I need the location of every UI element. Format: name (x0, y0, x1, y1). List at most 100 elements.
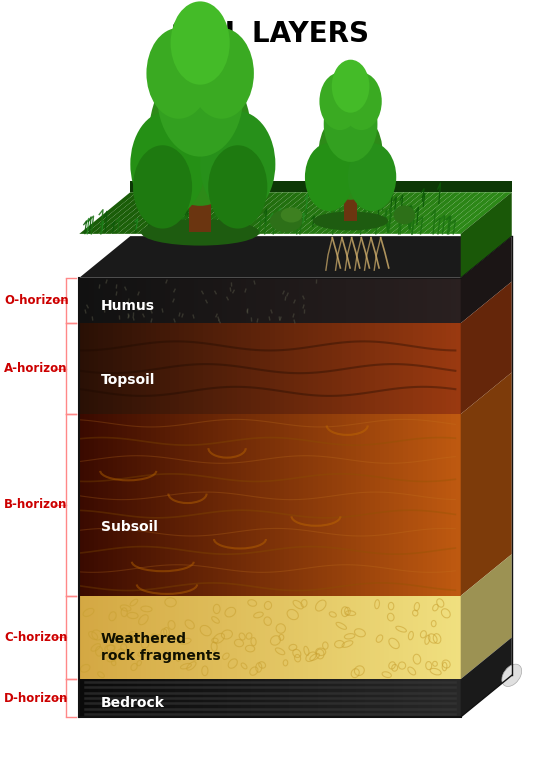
Polygon shape (257, 192, 315, 234)
Polygon shape (442, 192, 499, 234)
Bar (199, 679, 203, 717)
Bar (179, 679, 184, 717)
Polygon shape (194, 192, 251, 234)
Bar (213, 277, 218, 323)
Bar (403, 277, 408, 323)
Bar (103, 277, 108, 323)
Bar (427, 679, 432, 717)
Bar (103, 323, 108, 414)
Bar (299, 414, 303, 596)
Bar (208, 679, 213, 717)
Bar (437, 414, 442, 596)
Bar (423, 414, 427, 596)
Polygon shape (461, 372, 512, 596)
Bar (456, 414, 461, 596)
Bar (246, 277, 251, 323)
Bar (332, 679, 337, 717)
Bar (432, 596, 437, 679)
Ellipse shape (502, 664, 522, 686)
Bar (160, 277, 165, 323)
Bar (151, 414, 156, 596)
Bar (84, 596, 89, 679)
Bar (179, 414, 184, 596)
Bar (456, 323, 461, 414)
Bar (384, 679, 389, 717)
Bar (237, 323, 241, 414)
Bar (170, 596, 174, 679)
Ellipse shape (270, 210, 302, 233)
Circle shape (208, 145, 267, 229)
Bar (222, 679, 227, 717)
Bar (418, 679, 423, 717)
Bar (303, 596, 308, 679)
Bar (299, 323, 303, 414)
Ellipse shape (313, 211, 388, 230)
Polygon shape (79, 192, 137, 234)
Polygon shape (397, 192, 455, 234)
Bar (146, 414, 151, 596)
Polygon shape (366, 192, 423, 234)
Circle shape (341, 72, 382, 130)
Bar (337, 596, 341, 679)
Bar (117, 414, 122, 596)
Bar (370, 679, 375, 717)
Text: B-horizon: B-horizon (4, 499, 68, 511)
Circle shape (130, 111, 206, 217)
Bar (313, 414, 318, 596)
Bar (194, 679, 199, 717)
Text: O-horizon: O-horizon (4, 294, 69, 307)
Bar (413, 277, 418, 323)
Bar (251, 414, 256, 596)
Bar (184, 277, 189, 323)
Bar (113, 596, 117, 679)
Bar (322, 277, 327, 323)
Bar (394, 679, 399, 717)
Bar (394, 414, 399, 596)
Circle shape (332, 60, 369, 112)
Bar (98, 679, 103, 717)
Bar (275, 596, 280, 679)
Bar (403, 596, 408, 679)
Bar (113, 679, 117, 717)
Bar (141, 596, 146, 679)
Bar (170, 414, 174, 596)
Bar (127, 323, 132, 414)
Bar (408, 414, 413, 596)
Bar (280, 679, 284, 717)
Bar (98, 323, 103, 414)
Bar (399, 679, 403, 717)
Bar (275, 277, 280, 323)
Bar (351, 414, 356, 596)
Bar (174, 277, 179, 323)
Bar (270, 277, 275, 323)
Bar (151, 679, 156, 717)
Bar (84, 323, 89, 414)
Bar (165, 323, 170, 414)
Text: Subsoil: Subsoil (101, 520, 158, 534)
Bar (160, 679, 165, 717)
Bar (289, 323, 294, 414)
Bar (189, 277, 194, 323)
Bar (174, 596, 179, 679)
Bar (284, 323, 289, 414)
Bar (280, 277, 284, 323)
Bar (179, 596, 184, 679)
Bar (442, 596, 447, 679)
Bar (308, 277, 313, 323)
Polygon shape (174, 192, 232, 234)
Bar (132, 414, 137, 596)
Bar (141, 679, 146, 717)
Bar (447, 596, 451, 679)
Bar (308, 679, 313, 717)
Bar (170, 323, 174, 414)
Bar (351, 277, 356, 323)
Bar (375, 679, 380, 717)
Polygon shape (143, 192, 200, 234)
Bar (303, 277, 308, 323)
Bar (241, 414, 246, 596)
Bar (165, 679, 170, 717)
Bar (184, 323, 189, 414)
Bar (308, 323, 313, 414)
Bar (117, 323, 122, 414)
Bar (93, 277, 98, 323)
